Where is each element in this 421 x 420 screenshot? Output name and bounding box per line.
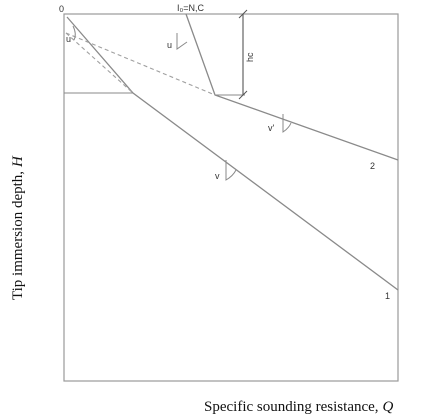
- x-axis-var: Q: [383, 399, 394, 415]
- x-axis-title: Specific sounding resistance, Q: [204, 399, 394, 415]
- depth-marker-top-tick: [238, 9, 248, 19]
- y-axis-var: H: [10, 155, 26, 168]
- line-1: [66, 16, 399, 291]
- x-axis-label: Specific sounding resistance,: [204, 399, 379, 415]
- angle-label-line-1: v: [215, 171, 220, 181]
- line-label-2: 2: [370, 161, 375, 171]
- top-formula: I₀=N,C: [177, 3, 204, 13]
- dashed-line-1: [65, 32, 134, 94]
- angle-arc-line-1: [225, 160, 237, 181]
- depth-marker-bottom-tick: [238, 90, 248, 100]
- angle-label-line-2: v': [268, 123, 275, 133]
- y-axis-label: Tip immersion depth,: [10, 171, 26, 300]
- angle-label-upper-left: u: [66, 34, 71, 44]
- angle-label-upper-mid: u: [167, 40, 172, 50]
- line-2: [185, 13, 399, 161]
- y-axis-title: Tip immersion depth, H: [10, 155, 26, 300]
- line-label-1: 1: [385, 291, 390, 301]
- origin-label: 0: [59, 4, 64, 14]
- dashed-line-2: [65, 32, 216, 96]
- angle-arc-line-2: [282, 114, 292, 133]
- plot-frame: [63, 13, 399, 382]
- angle-arc-upper-left: [72, 25, 76, 41]
- angle-arc-upper-mid: [176, 33, 188, 50]
- depth-marker-label: hc: [245, 52, 255, 62]
